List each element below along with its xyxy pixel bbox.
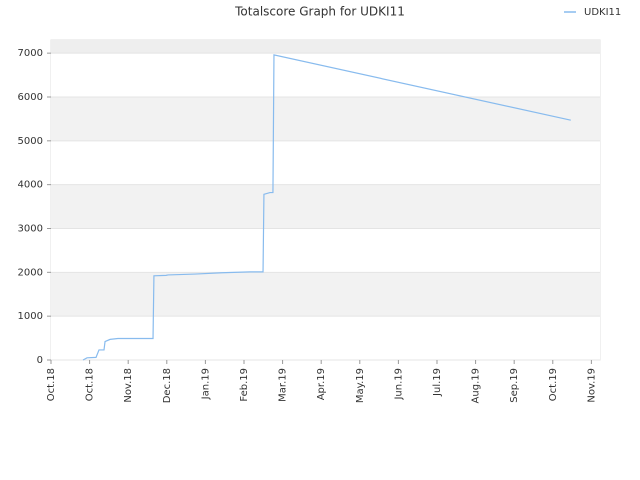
x-tick-label: Feb.19 [239, 368, 250, 402]
x-tick-label: Oct.19 [548, 368, 559, 401]
x-tick-label: Nov.19 [586, 368, 597, 403]
x-tick-label: Apr.19 [316, 368, 327, 400]
y-tick-label: 5000 [18, 136, 43, 147]
x-tick-label: Nov.18 [123, 368, 134, 403]
x-tick-label: Jul.19 [432, 368, 443, 397]
x-tick-label: Aug.19 [471, 368, 482, 403]
y-tick-label: 3000 [18, 223, 43, 234]
x-tick-label: Mar.19 [278, 368, 289, 402]
legend-label: UDKI11 [584, 7, 621, 18]
x-tick-label: Oct.18 [46, 368, 57, 401]
grid-band [51, 272, 600, 317]
grid-band [51, 53, 600, 97]
y-tick-label: 4000 [18, 180, 43, 191]
x-tick-label: Oct.18 [85, 368, 96, 401]
chart-title: Totalscore Graph for UDKI11 [234, 5, 405, 19]
grid-band [51, 96, 600, 141]
grid-band [51, 40, 600, 54]
grid-band [51, 184, 600, 229]
y-tick-label: 7000 [18, 48, 43, 59]
y-tick-label: 1000 [18, 311, 43, 322]
x-tick-label: Jan.19 [200, 368, 211, 400]
x-tick-label: Jun.19 [393, 368, 404, 401]
y-tick-label: 6000 [18, 92, 43, 103]
x-tick-label: Dec.18 [162, 368, 173, 403]
x-tick-label: Sep.19 [509, 368, 520, 403]
grid-band [51, 228, 600, 273]
grid-band [51, 140, 600, 185]
y-tick-label: 2000 [18, 267, 43, 278]
y-tick-label: 0 [37, 355, 43, 366]
series-line [82, 54, 571, 361]
x-tick-label: May.19 [355, 368, 366, 403]
